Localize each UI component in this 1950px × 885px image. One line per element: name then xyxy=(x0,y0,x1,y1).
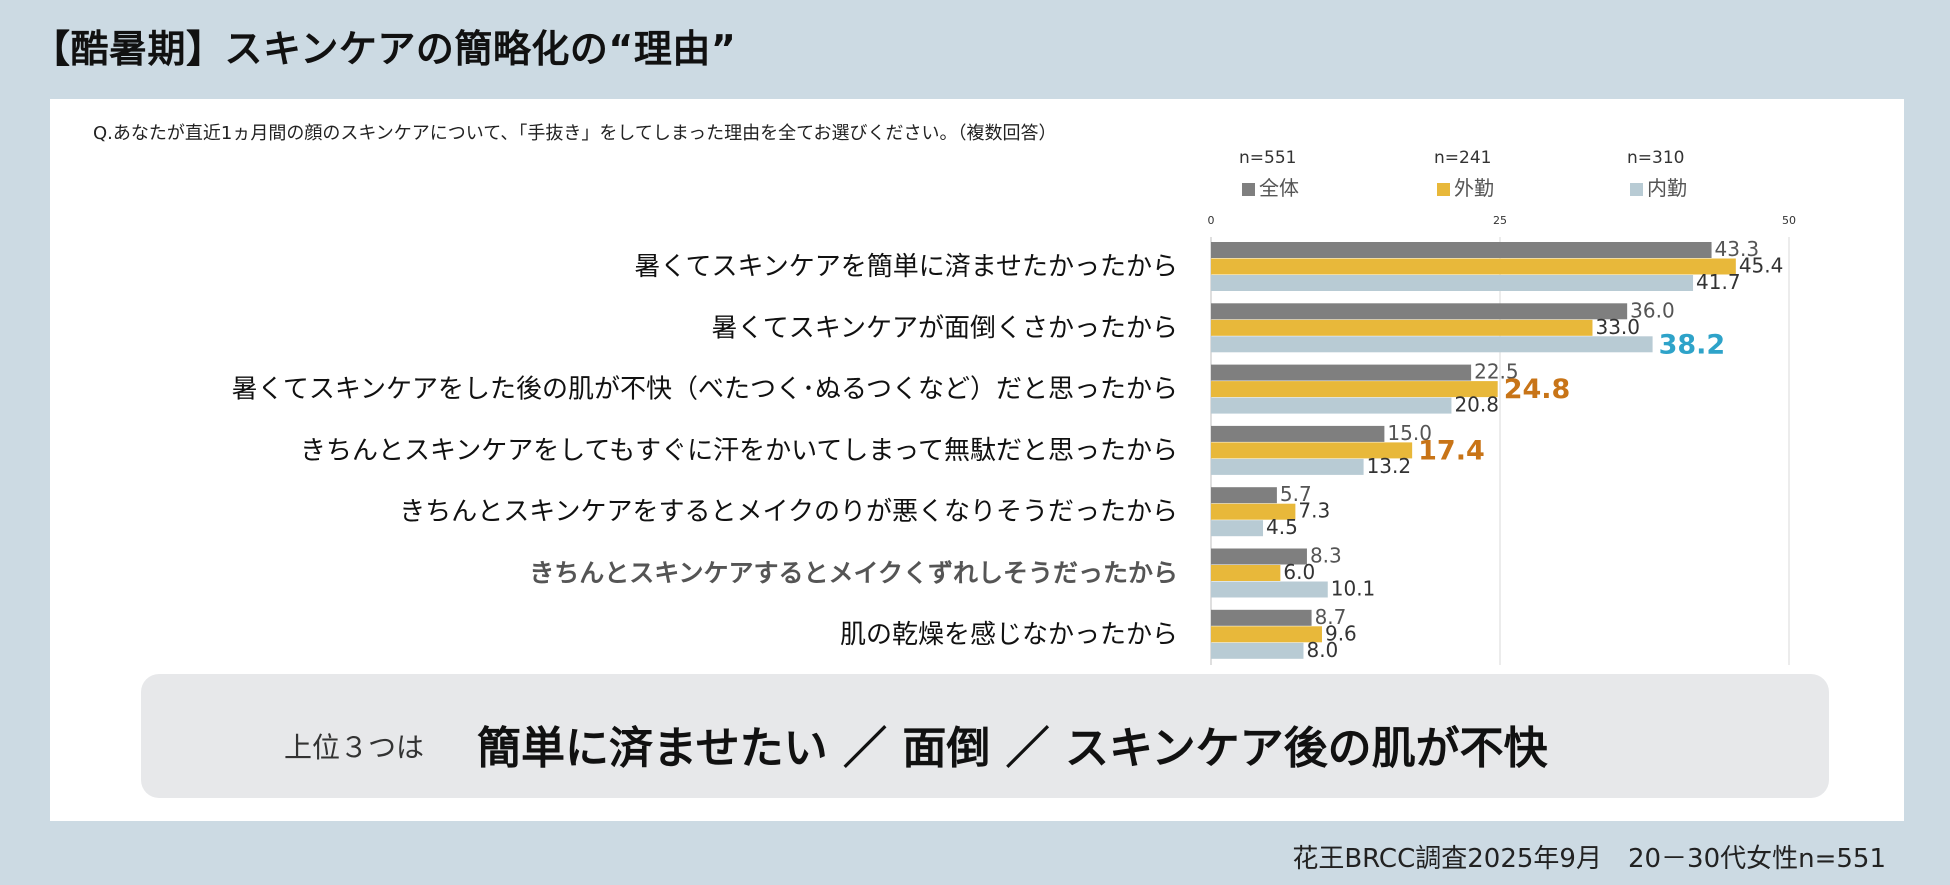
bar xyxy=(1211,458,1364,475)
data-label: 45.4 xyxy=(1739,254,1784,278)
bar xyxy=(1211,381,1498,398)
data-label: 43.3 xyxy=(1715,237,1760,261)
page-title: 【酷暑期】スキンケアの簡略化の“理由” xyxy=(32,27,737,71)
category-label: きちんとスキンケアをしてもすぐに汗をかいてしまって無駄だと思ったから xyxy=(300,436,1178,466)
data-label: 38.2 xyxy=(1659,329,1726,360)
bar xyxy=(1211,319,1593,336)
legend-n-label: n=241 xyxy=(1434,148,1491,168)
bar xyxy=(1211,581,1328,598)
x-tick-label: 0 xyxy=(1208,214,1215,227)
data-label: 10.1 xyxy=(1331,577,1376,601)
bar xyxy=(1211,520,1264,537)
legend-n-label: n=551 xyxy=(1239,148,1296,168)
category-label: 暑くてスキンケアをした後の肌が不快（べたつく･ぬるつくなど）だと思ったから xyxy=(232,375,1178,405)
legend-swatch xyxy=(1437,183,1450,196)
data-label: 17.4 xyxy=(1418,435,1485,466)
chart-panel: Q.あなたが直近1ヵ月間の顔のスキンケアについて、「手抜き」をしてしまった理由を… xyxy=(50,99,1904,821)
bar xyxy=(1211,242,1712,258)
bar xyxy=(1211,397,1452,414)
bar xyxy=(1211,364,1472,381)
bar xyxy=(1211,442,1413,459)
legend-label: 外勤 xyxy=(1454,176,1494,200)
x-tick-label: 25 xyxy=(1493,214,1507,227)
data-label: 13.2 xyxy=(1367,454,1412,478)
data-label: 33.0 xyxy=(1595,315,1640,339)
data-label: 36.0 xyxy=(1630,298,1675,322)
data-label: 6.0 xyxy=(1283,560,1315,584)
source-note: 花王BRCC調査2025年9月 20－30代女性n=551 xyxy=(1292,844,1886,874)
legend-swatch xyxy=(1242,183,1255,196)
bar xyxy=(1211,487,1277,504)
legend-swatch xyxy=(1630,183,1643,196)
bar xyxy=(1211,565,1281,581)
summary-prefix: 上位３つは xyxy=(284,731,425,764)
category-label: 暑くてスキンケアを簡単に済ませたかったから xyxy=(634,252,1178,282)
data-label: 7.3 xyxy=(1298,499,1330,523)
bar xyxy=(1211,609,1312,626)
data-label: 8.3 xyxy=(1310,544,1342,568)
bar xyxy=(1211,503,1296,520)
bar-chart: 0 25 50 n=551 全体 n=241 外勤 n=310 内勤暑くてスキンケアを簡単に済ま… xyxy=(232,148,1796,665)
x-tick-label: 50 xyxy=(1782,214,1796,227)
data-label: 5.7 xyxy=(1280,482,1312,506)
data-label: 41.7 xyxy=(1696,270,1741,294)
category-label: 暑くてスキンケアが面倒くさかったから xyxy=(712,313,1178,343)
data-label: 20.8 xyxy=(1454,393,1499,417)
data-label: 4.5 xyxy=(1266,515,1298,539)
data-label: 9.6 xyxy=(1325,621,1357,645)
category-label: きちんとスキンケアをするとメイクのりが悪くなりそうだったから xyxy=(399,497,1178,527)
category-label: 肌の乾燥を感じなかったから xyxy=(840,620,1178,650)
bar xyxy=(1211,258,1736,275)
bar xyxy=(1211,548,1307,565)
bar xyxy=(1211,642,1304,659)
legend-label: 内勤 xyxy=(1647,176,1687,200)
data-label: 8.0 xyxy=(1306,638,1338,662)
summary-box: 上位３つは 簡単に済ませたい ／ 面倒 ／ スキンケア後の肌が不快 xyxy=(141,674,1829,798)
bar xyxy=(1211,425,1385,442)
data-label: 15.0 xyxy=(1387,421,1432,445)
bar xyxy=(1211,626,1322,643)
bar xyxy=(1211,275,1694,291)
question-text: Q.あなたが直近1ヵ月間の顔のスキンケアについて、「手抜き」をしてしまった理由を… xyxy=(93,123,1057,144)
bar xyxy=(1211,303,1628,320)
data-label: 22.5 xyxy=(1474,360,1519,384)
legend-n-label: n=310 xyxy=(1627,148,1684,168)
summary-text: 簡単に済ませたい ／ 面倒 ／ スキンケア後の肌が不快 xyxy=(477,723,1548,774)
bar xyxy=(1211,336,1653,353)
category-label: きちんとスキンケアするとメイクくずれしそうだったから xyxy=(529,559,1178,588)
data-label: 8.7 xyxy=(1315,605,1347,629)
data-label: 24.8 xyxy=(1504,374,1571,405)
legend-label: 全体 xyxy=(1259,176,1299,200)
